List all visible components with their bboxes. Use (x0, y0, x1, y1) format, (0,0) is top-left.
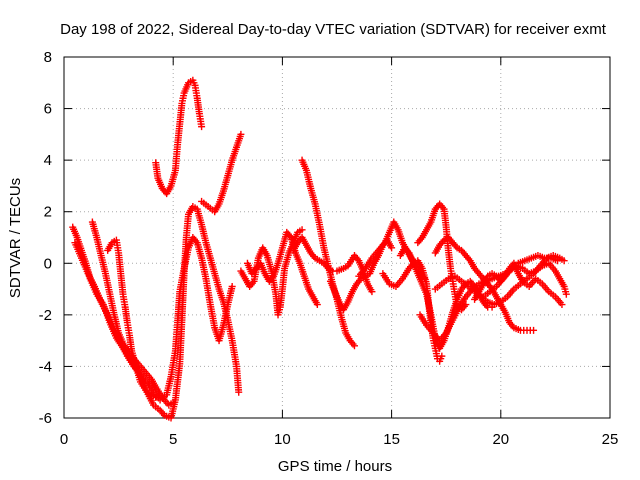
x-tick-label: 5 (169, 431, 177, 448)
data-point-s18 (558, 301, 566, 309)
x-tick-label: 20 (492, 431, 509, 448)
x-axis-label: GPS time / hours (278, 458, 392, 475)
data-point-s15 (530, 326, 538, 334)
x-tick-label: 0 (60, 431, 68, 448)
data-point-s6 (298, 226, 306, 234)
x-tick-label: 25 (602, 431, 619, 448)
x-tick-label: 10 (274, 431, 291, 448)
data-point-s5 (237, 130, 245, 138)
data-point-s8 (350, 342, 358, 350)
y-tick-label: 6 (44, 101, 52, 118)
data-point-s17 (560, 257, 568, 265)
data-points (69, 76, 570, 422)
y-tick-label: -2 (39, 307, 52, 324)
plot-frame (63, 56, 611, 419)
y-tick-label: -6 (39, 410, 52, 427)
data-point-s1 (228, 282, 236, 290)
y-tick-label: -4 (39, 358, 52, 375)
data-point-s19 (562, 290, 570, 298)
data-point-s0 (235, 388, 243, 396)
x-tick-label: 15 (383, 431, 400, 448)
data-point-s3 (152, 393, 160, 401)
chart-title: Day 198 of 2022, Sidereal Day-to-day VTE… (60, 21, 607, 38)
grid (64, 57, 610, 418)
y-axis-label: SDTVAR / TECUs (7, 178, 24, 298)
data-point-s12 (438, 352, 446, 360)
data-point-s7 (313, 301, 321, 309)
axis-ticks: 0 5 10 15 20 25 -6 -4 -2 0 2 4 6 8 (39, 49, 619, 448)
data-point-s9 (368, 288, 376, 296)
y-tick-label: 2 (44, 204, 52, 221)
data-point-s4 (198, 123, 206, 131)
data-point-s2 (169, 399, 177, 407)
data-point-s10 (388, 244, 396, 252)
y-tick-label: 0 (44, 255, 52, 272)
y-tick-label: 4 (44, 152, 52, 169)
y-tick-label: 8 (44, 49, 52, 66)
